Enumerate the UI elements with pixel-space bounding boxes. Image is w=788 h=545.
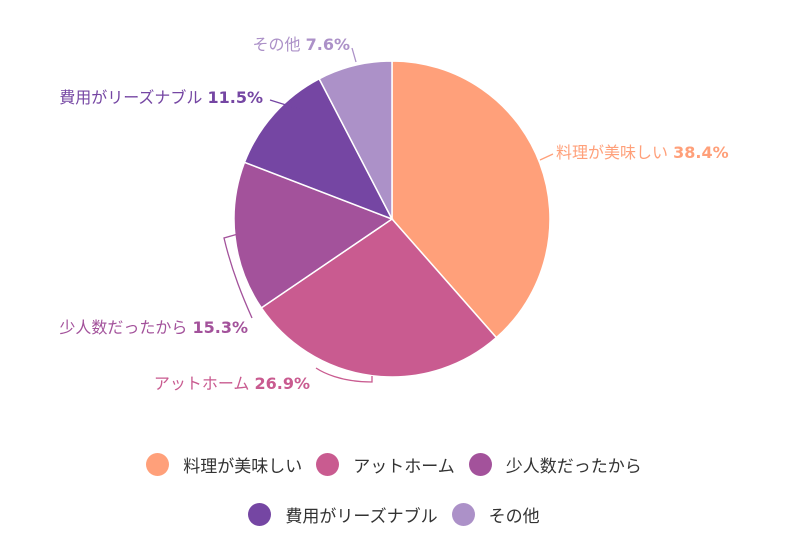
pie-slice[interactable] [318,60,393,220]
legend-marker-icon [146,453,170,476]
legend-marker-icon [451,503,475,526]
data-label-name: 費用がリーズナブル [59,88,207,107]
data-label: その他 7.6% [253,35,350,54]
data-label-value: 15.3% [192,318,248,337]
pie-chart: 料理が美味しい 38.4% アットホーム 26.9% 少人数だったから 15.3% 費… [59,35,729,393]
legend-item[interactable]: アットホーム [316,452,455,477]
legend-label: アットホーム [353,457,455,477]
data-label-value: 38.4% [673,143,729,162]
leader-line [223,233,253,319]
legend-marker-icon [468,453,492,476]
data-label-name: その他 [253,35,306,54]
data-label-name: 料理が美味しい [556,143,673,162]
data-label-value: 26.9% [254,374,310,393]
legend-label: 少人数だったから [505,457,642,477]
leader-line [269,99,303,111]
data-label: 少人数だったから 15.3% [59,318,248,337]
leader-line [539,153,554,161]
legend-item[interactable]: 少人数だったから [468,452,642,477]
leader-line [315,367,373,383]
legend-label: 料理が美味しい [183,457,303,477]
pie-slice[interactable] [243,77,394,221]
legend-row-1: 料理が美味しい アットホーム 少人数だったから [0,452,788,477]
legend-label: 費用がリーズナブル [285,507,438,527]
pie-slice[interactable] [260,218,498,378]
data-label: 費用がリーズナブル 11.5% [59,88,263,107]
leader-line [351,47,357,63]
legend-row-2: 費用がリーズナブル その他 [0,502,788,527]
pie-slice[interactable] [391,60,551,339]
legend-item[interactable]: 費用がリーズナブル [248,502,438,527]
legend-item[interactable]: その他 [451,502,540,527]
data-label-value: 7.6% [306,35,350,54]
data-label-name: アットホーム [154,374,255,393]
pie-slice[interactable] [233,161,394,309]
data-label: 料理が美味しい 38.4% [556,143,729,162]
data-label-value: 11.5% [207,88,263,107]
data-label: アットホーム 26.9% [154,374,310,393]
legend-marker-icon [316,453,340,476]
legend-label: その他 [488,507,540,527]
legend-item[interactable]: 料理が美味しい [146,452,302,477]
data-label-name: 少人数だったから [59,318,192,337]
legend-marker-icon [248,503,272,526]
